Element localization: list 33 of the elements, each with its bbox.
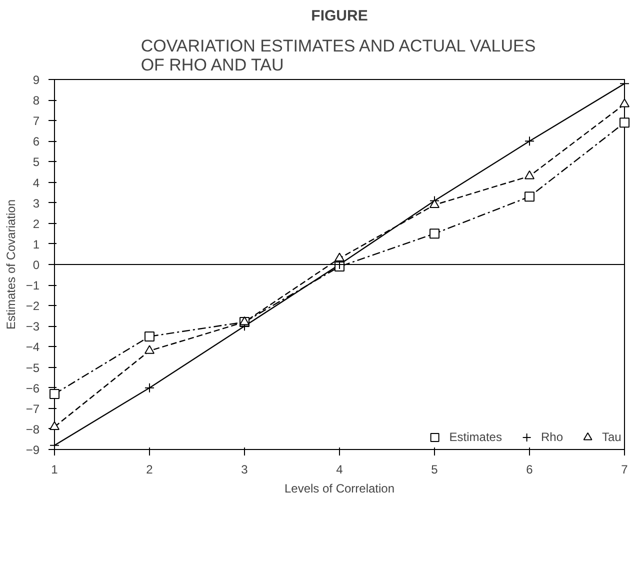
y-tick-label: 7	[32, 114, 40, 128]
y-tick-label: −1	[26, 278, 40, 293]
y-tick-label: 8	[32, 94, 40, 108]
y-tick-label: −9	[26, 443, 40, 457]
y-tick-label: 1	[32, 237, 40, 252]
y-tick-label: 0	[32, 258, 40, 272]
y-tick-label: 4	[32, 176, 40, 190]
y-tick-label: −5	[26, 360, 40, 375]
chart-title: FIGURE	[311, 8, 368, 24]
x-tick-label: 1	[51, 462, 58, 476]
x-tick-label: 5	[431, 462, 438, 476]
y-tick-label: −4	[26, 340, 40, 354]
legend-label: Estimates	[449, 430, 502, 444]
y-tick-label: 2	[32, 216, 40, 231]
legend-label: Rho	[540, 430, 563, 444]
y-axis-title: Estimates of Covariation	[4, 199, 18, 330]
y-tick-label: −3	[26, 320, 40, 334]
y-tick-label: 6	[32, 134, 40, 149]
x-tick-label: 2	[146, 462, 154, 476]
legend-label: Tau	[602, 430, 622, 444]
y-tick-label: −8	[26, 422, 40, 436]
y-tick-label: −7	[26, 402, 40, 416]
y-tick-label: 9	[32, 73, 40, 87]
x-tick-label: 4	[336, 462, 344, 476]
x-tick-label: 3	[241, 462, 248, 476]
y-tick-label: −6	[26, 381, 40, 396]
chart-subtitle: COVARIATION ESTIMATES AND ACTUAL VALUES OF RHO AND TAU	[140, 36, 536, 74]
y-tick-label: 3	[32, 196, 40, 210]
x-tick-label: 6	[526, 462, 534, 476]
y-tick-label: 5	[32, 155, 40, 170]
x-tick-label: 7	[621, 462, 628, 476]
y-tick-label: −2	[26, 299, 40, 314]
x-axis-title: Levels of Correlation	[284, 482, 395, 496]
